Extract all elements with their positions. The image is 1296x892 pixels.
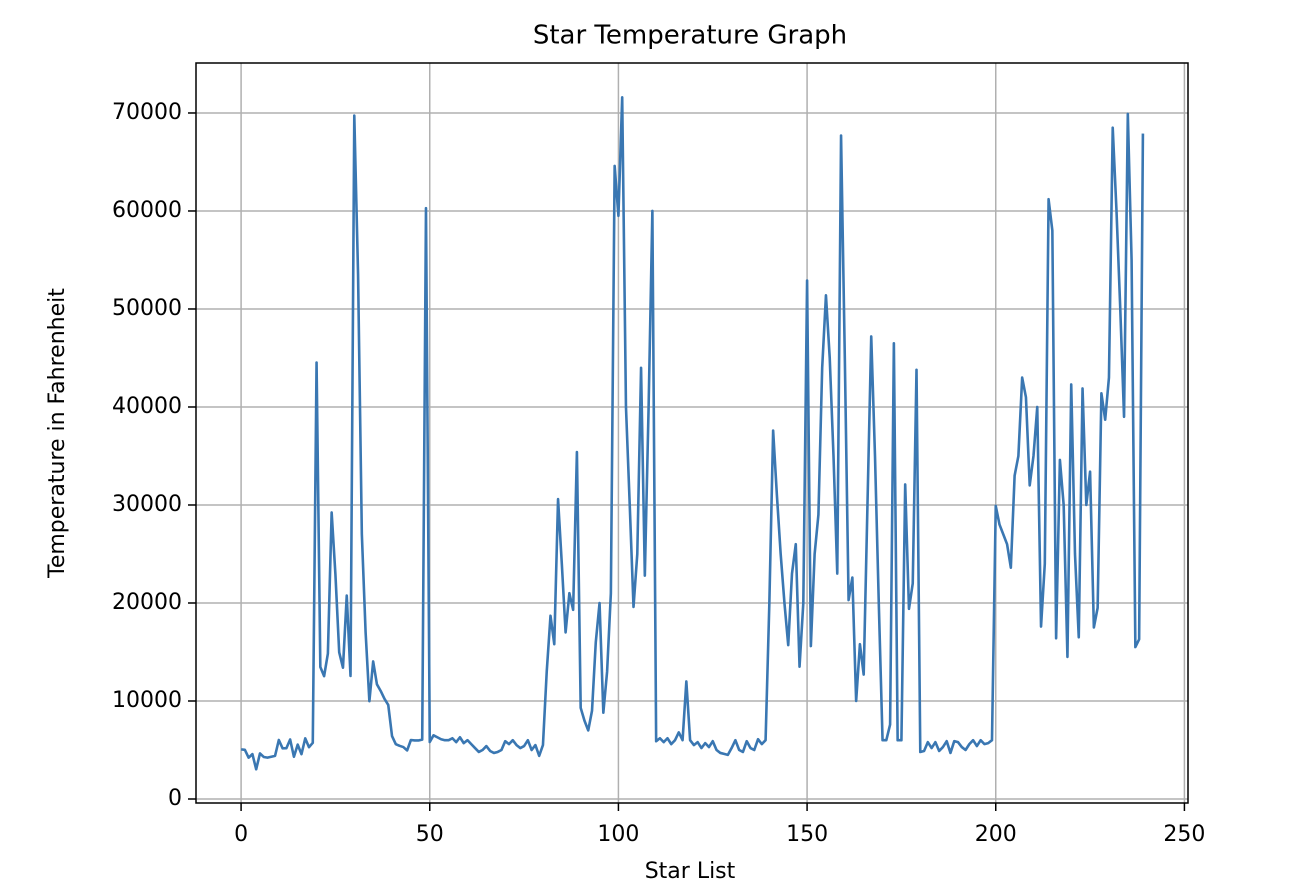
x-tick-label: 100 — [597, 822, 639, 847]
y-tick-label: 40000 — [112, 394, 182, 419]
y-tick-label: 20000 — [112, 590, 182, 615]
data-line — [240, 96, 1145, 771]
y-axis-label: Temperature in Fahrenheit — [45, 288, 70, 579]
y-tick-label: 50000 — [112, 296, 182, 321]
chart-title: Star Temperature Graph — [533, 21, 847, 51]
x-axis-label: Star List — [645, 859, 736, 884]
y-tick-label: 10000 — [112, 688, 182, 713]
y-tick-label: 0 — [168, 786, 182, 811]
x-tick-label: 250 — [1163, 822, 1205, 847]
x-tick-label: 0 — [234, 822, 248, 847]
y-tick-label: 60000 — [112, 198, 182, 223]
y-tick-label: 70000 — [112, 100, 182, 125]
y-tick-label: 30000 — [112, 492, 182, 517]
x-tick-label: 50 — [416, 822, 444, 847]
x-tick-label: 150 — [786, 822, 828, 847]
x-tick-label: 200 — [975, 822, 1017, 847]
plot-frame — [195, 62, 1189, 804]
